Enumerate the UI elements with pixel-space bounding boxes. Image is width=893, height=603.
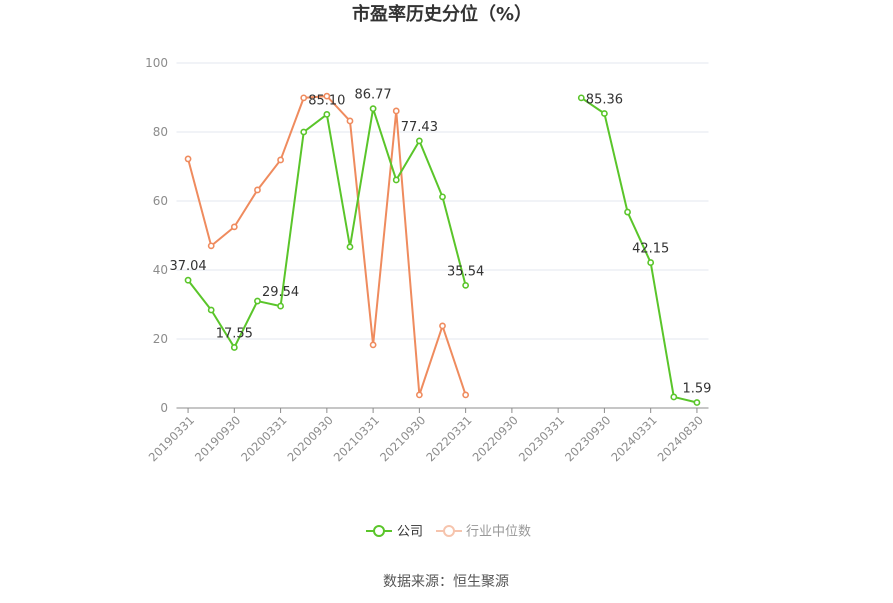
x-tick-label: 20210930 — [377, 413, 428, 464]
y-tick-label: 40 — [153, 263, 168, 277]
industry-median-data-point — [462, 391, 470, 399]
company-data-label: 35.54 — [447, 264, 484, 279]
company-line — [580, 97, 698, 404]
company-data-point — [439, 193, 446, 201]
x-tick-label: 20240830 — [655, 413, 706, 464]
company-data-label: 37.04 — [169, 259, 206, 274]
company-data-point — [647, 259, 655, 266]
x-tick-label: 20220930 — [470, 413, 521, 464]
company-data-point — [577, 94, 585, 102]
x-tick-label: 20230930 — [562, 413, 613, 464]
company-data-point — [300, 128, 308, 136]
industry-median-data-point — [184, 155, 192, 163]
industry-median-data-point — [207, 242, 215, 250]
industry-median-data-point — [439, 322, 446, 330]
y-tick-label: 0 — [160, 401, 168, 415]
company-data-label: 85.36 — [586, 93, 623, 108]
company-data-point — [207, 306, 215, 314]
x-tick-label: 20190331 — [146, 413, 197, 464]
industry-median-data-point — [300, 94, 308, 102]
industry-median-data-point — [346, 117, 354, 125]
y-tick-label: 80 — [153, 125, 168, 139]
company-data-point — [462, 281, 470, 289]
axes: 0 20 40 60 80 100 2019033120190930202003312020… — [145, 56, 709, 464]
company-data-label: 77.43 — [401, 120, 438, 135]
x-tick-label: 20240331 — [608, 413, 659, 464]
x-tick-label: 20220331 — [423, 413, 474, 464]
company-data-point — [369, 105, 377, 113]
y-tick-label: 60 — [153, 194, 168, 208]
company-data-point — [392, 176, 400, 184]
company-data-point — [670, 393, 678, 401]
industry-median-data-point — [277, 156, 284, 164]
company-data-point — [415, 137, 423, 145]
legend-circle-marker-icon — [443, 525, 455, 537]
chart-title: 市盈率历史分位（%） — [352, 3, 532, 25]
data-labels: 37.04 17.55 29.54 85.10 86.77 77.43 35.54 85.36… — [169, 88, 711, 397]
company-data-label: 17.55 — [216, 326, 253, 341]
plot-series — [184, 92, 701, 406]
industry-median-series — [184, 92, 470, 399]
company-series — [184, 94, 701, 406]
company-data-point — [601, 110, 608, 117]
company-data-point — [346, 243, 354, 251]
industry-median-data-point — [392, 107, 400, 115]
company-data-point — [230, 344, 238, 351]
industry-median-data-point — [254, 186, 261, 194]
company-data-label: 85.10 — [308, 93, 345, 108]
data-source-note: 数据来源：恒生聚源 — [383, 574, 509, 590]
company-data-label: 42.15 — [632, 242, 669, 257]
x-tick-label: 20230331 — [516, 413, 567, 464]
company-data-label: 29.54 — [262, 285, 299, 300]
legend-label: 公司 — [397, 525, 423, 540]
x-tick-label: 20190930 — [192, 413, 243, 464]
industry-median-data-point — [230, 223, 238, 231]
company-data-point — [277, 302, 284, 310]
legend-item-company[interactable]: 公司 — [366, 525, 423, 540]
y-tick-label: 100 — [145, 56, 168, 70]
company-data-point — [323, 111, 331, 118]
company-data-label: 86.77 — [354, 88, 391, 103]
legend-label: 行业中位数 — [466, 525, 531, 540]
company-line — [187, 107, 467, 349]
x-tick-label: 20200331 — [238, 413, 289, 464]
company-data-point — [624, 208, 631, 216]
industry-median-data-point — [415, 391, 423, 399]
y-tick-label: 20 — [153, 332, 168, 346]
company-data-point — [693, 399, 701, 406]
legend: 公司 行业中位数 — [366, 525, 531, 540]
legend-item-industry-median[interactable]: 行业中位数 — [436, 525, 531, 540]
company-data-point — [184, 276, 192, 284]
company-data-point — [254, 297, 261, 305]
x-tick-label: 20200930 — [285, 413, 336, 464]
industry-median-line — [187, 95, 467, 396]
industry-median-data-point — [323, 92, 331, 100]
legend-circle-marker-icon — [373, 525, 385, 537]
grid-lines — [176, 62, 709, 340]
industry-median-data-point — [369, 341, 377, 349]
x-tick-label: 20210331 — [331, 413, 382, 464]
company-data-label: 1.59 — [682, 382, 711, 397]
